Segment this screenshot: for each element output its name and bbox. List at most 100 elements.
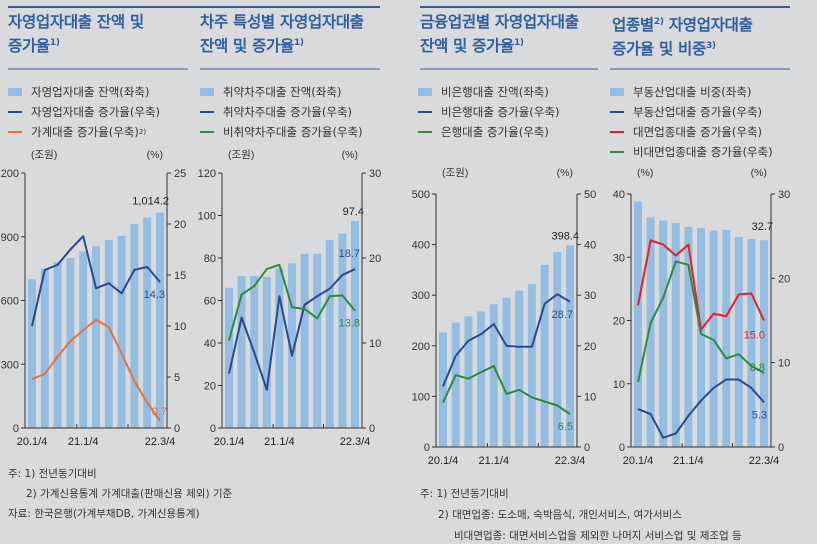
bar <box>502 297 511 447</box>
bar <box>225 287 233 428</box>
bar <box>275 268 284 428</box>
left-tick-label: 10 <box>613 379 625 391</box>
bar <box>117 235 126 428</box>
data-label: 18.7 <box>339 248 360 260</box>
bar <box>697 228 705 447</box>
title-footnote: 2) <box>653 17 664 27</box>
right-tick-label: 0 <box>778 442 784 454</box>
bar <box>262 277 271 428</box>
bar <box>659 220 668 447</box>
legend-label: 비취약차주대출 증가율(우축) <box>223 125 363 139</box>
left-tick-label: 300 <box>412 290 430 302</box>
x-tick-label: 22.3/4 <box>340 436 371 448</box>
legend-item: 비은행대출 증가율(우축) <box>418 102 559 122</box>
panel-2-title: 차주 특성별 자영업자대출 잔액 및 증가율1) <box>200 12 364 57</box>
bar <box>515 290 524 447</box>
right-tick-label: 0 <box>584 442 590 454</box>
left-tick-label: 600 <box>1 296 19 308</box>
title-rule-2 <box>200 68 380 70</box>
data-label: 97.4 <box>343 206 364 218</box>
title-line-1: 금융업권별 자영업자대출 <box>420 13 579 31</box>
x-tick-label: 20.1/4 <box>17 436 48 448</box>
x-tick-label: 21.1/4 <box>479 455 510 467</box>
series-line <box>637 260 765 383</box>
bar <box>540 264 549 447</box>
bar <box>143 217 152 428</box>
left-unit-label: (%) <box>637 167 653 179</box>
left-unit-label: (조원) <box>228 149 254 161</box>
bar <box>722 230 731 447</box>
line-swatch <box>418 111 432 113</box>
line-swatch <box>200 131 214 133</box>
data-label: 5.3 <box>752 409 767 421</box>
data-label: 0.7 <box>152 406 167 418</box>
data-label: 32.7 <box>752 221 773 233</box>
top-rule-right <box>420 6 790 8</box>
bar <box>92 246 100 428</box>
panel-1-legend: 자영업자대출 잔액(좌축) 자영업자대출 증가율(우축) 가계대출 증가율(우축… <box>8 82 160 142</box>
legend-item: 취약차주대출 잔액(좌축) <box>200 82 363 102</box>
line-swatch <box>200 111 214 113</box>
left-tick-label: 500 <box>412 189 430 201</box>
title-footnote: 1) <box>49 38 60 48</box>
title-line-2: 잔액 및 증가율 <box>200 37 294 56</box>
left-unit-label: (조원) <box>442 167 468 179</box>
right-tick-label: 0 <box>174 423 180 435</box>
series-line <box>442 365 571 415</box>
legend-item: 취약차주대출 증가율(우축) <box>200 102 363 122</box>
legend-item: 대면업종대출 증가율(우축) <box>610 122 773 142</box>
left-tick-label: 30 <box>613 252 625 264</box>
panel-4-legend: 부동산업대출 비중(좌축) 부동산업대출 증가율(우축) 대면업종대출 증가율(… <box>610 82 773 162</box>
x-tick-label: 21.1/4 <box>264 436 295 448</box>
right-tick-label: 10 <box>584 391 596 403</box>
right-unit-label: (%) <box>147 149 163 161</box>
bar <box>747 238 756 447</box>
left-tick-label: 1,200 <box>0 168 19 180</box>
top-rule-left <box>8 6 380 8</box>
right-unit-label: (%) <box>751 167 767 179</box>
title-line-1: 차주 특성별 자영업자대출 <box>200 13 364 31</box>
bar-swatch <box>610 88 624 96</box>
right-tick-label: 30 <box>369 168 381 180</box>
legend-item: 가계대출 증가율(우축) 2) <box>8 122 160 142</box>
left-tick-label: 100 <box>198 211 216 223</box>
left-tick-label: 120 <box>198 168 216 180</box>
bar <box>734 237 743 447</box>
panel-2-legend: 취약차주대출 잔액(좌축) 취약차주대출 증가율(우축) 비취약차주대출 증가율… <box>200 82 363 142</box>
bar-swatch <box>8 88 22 96</box>
series-line <box>31 318 161 422</box>
bar <box>40 268 49 428</box>
left-tick-label: 200 <box>412 341 430 353</box>
title-line-1b: 자영업자대출 <box>663 16 753 35</box>
bar <box>527 284 536 447</box>
line-swatch <box>8 131 22 133</box>
legend-item: 은행대출 증가율(우축) <box>418 122 559 142</box>
legend-label: 대면업종대출 증가율(우축) <box>633 125 763 139</box>
series-line <box>637 378 765 439</box>
legend-item: 비취약차주대출 증가율(우축) <box>200 122 363 142</box>
right-tick-label: 10 <box>778 358 790 370</box>
bar <box>237 276 246 428</box>
left-unit-label: (조원) <box>31 149 57 161</box>
x-tick-label: 20.1/4 <box>214 436 245 448</box>
legend-label: 비대면업종대출 증가율(우축) <box>633 145 773 159</box>
legend-label: 부동산업대출 비중(좌축) <box>633 85 752 99</box>
bar <box>313 253 322 428</box>
x-tick-label: 22.3/4 <box>145 436 176 448</box>
bar <box>646 217 655 447</box>
title-line-2: 증가율 및 비중 <box>612 40 706 59</box>
legend-label: 취약차주대출 잔액(좌축) <box>223 85 342 99</box>
data-label: 1,014.2 <box>132 195 169 207</box>
bar <box>53 262 62 428</box>
right-unit-label: (%) <box>342 149 358 161</box>
legend-label: 비은행대출 증가율(우축) <box>441 105 560 119</box>
data-label: 14.3 <box>144 289 165 301</box>
right-tick-label: 10 <box>369 338 381 350</box>
right-tick-label: 20 <box>369 253 381 265</box>
left-tick-label: 0 <box>424 442 430 454</box>
series-line <box>442 293 571 387</box>
data-label: 15.0 <box>744 330 765 342</box>
legend-label: 자영업자대출 증가율(우축) <box>31 105 161 119</box>
x-tick-label: 21.1/4 <box>68 436 99 448</box>
